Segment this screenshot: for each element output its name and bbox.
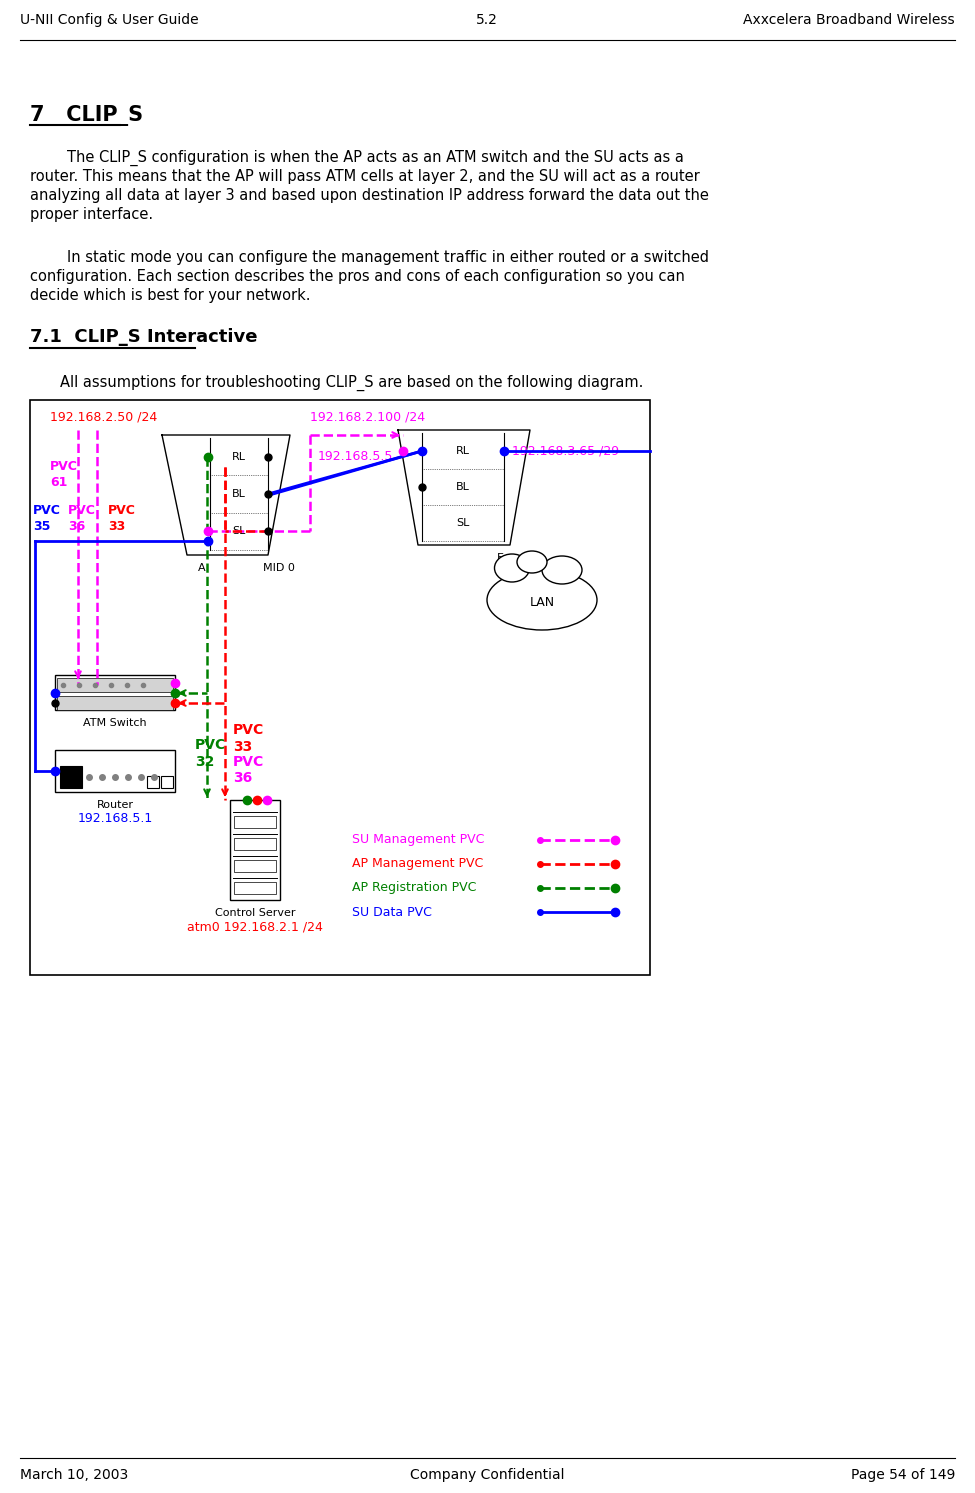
Ellipse shape xyxy=(517,551,547,573)
Bar xyxy=(234,838,276,850)
Text: 5.2: 5.2 xyxy=(476,13,498,27)
Bar xyxy=(234,817,276,829)
Bar xyxy=(161,776,173,788)
Bar xyxy=(55,749,175,791)
Ellipse shape xyxy=(542,555,582,584)
Text: PVC: PVC xyxy=(233,755,264,769)
Text: 33: 33 xyxy=(108,520,125,533)
Bar xyxy=(234,860,276,872)
Text: PVC: PVC xyxy=(195,738,226,752)
Ellipse shape xyxy=(494,554,529,582)
Text: RL: RL xyxy=(232,452,246,461)
Text: 32: 32 xyxy=(195,755,214,769)
Text: 192.168.5.1: 192.168.5.1 xyxy=(77,812,153,826)
Text: Page 54 of 149: Page 54 of 149 xyxy=(850,1468,955,1483)
Text: AP Registration PVC: AP Registration PVC xyxy=(352,881,477,894)
Text: SU Management PVC: SU Management PVC xyxy=(352,833,485,847)
Text: 33: 33 xyxy=(233,741,253,754)
Text: LAN: LAN xyxy=(529,597,555,609)
Text: The CLIP_S configuration is when the AP acts as an ATM switch and the SU acts as: The CLIP_S configuration is when the AP … xyxy=(30,149,683,166)
Text: PVC: PVC xyxy=(33,503,60,517)
Text: Axxcelera Broadband Wireless: Axxcelera Broadband Wireless xyxy=(743,13,955,27)
Bar xyxy=(57,696,173,711)
Text: configuration. Each section describes the pros and cons of each configuration so: configuration. Each section describes th… xyxy=(30,269,684,284)
Text: router. This means that the AP will pass ATM cells at layer 2, and the SU will a: router. This means that the AP will pass… xyxy=(30,169,700,184)
Text: AP Management PVC: AP Management PVC xyxy=(352,857,484,870)
Text: SL: SL xyxy=(232,527,246,536)
Text: 192.168.2.100 /24: 192.168.2.100 /24 xyxy=(310,411,425,423)
Bar xyxy=(230,800,280,900)
Text: BL: BL xyxy=(232,490,246,499)
Text: PVC: PVC xyxy=(233,723,264,738)
Text: PVC: PVC xyxy=(108,503,136,517)
Text: 7.1  CLIP_S Interactive: 7.1 CLIP_S Interactive xyxy=(30,328,257,346)
Bar xyxy=(57,678,173,691)
Text: Control Server: Control Server xyxy=(214,908,295,918)
Text: 192.168.3.65 /29: 192.168.3.65 /29 xyxy=(512,445,619,457)
Text: 7   CLIP_S: 7 CLIP_S xyxy=(30,105,143,125)
Text: 35: 35 xyxy=(33,520,51,533)
Text: U-NII Config & User Guide: U-NII Config & User Guide xyxy=(20,13,199,27)
Text: PVC: PVC xyxy=(68,503,96,517)
Text: RL: RL xyxy=(456,446,470,455)
Text: 192.168.2.50 /24: 192.168.2.50 /24 xyxy=(50,411,157,423)
Text: 36: 36 xyxy=(68,520,85,533)
Text: BL: BL xyxy=(456,482,470,493)
Text: PVC: PVC xyxy=(50,460,78,473)
Text: SU Data PVC: SU Data PVC xyxy=(352,905,432,918)
Text: All assumptions for troubleshooting CLIP_S are based on the following diagram.: All assumptions for troubleshooting CLIP… xyxy=(60,375,644,391)
Text: Company Confidential: Company Confidential xyxy=(410,1468,565,1483)
Text: A: A xyxy=(198,563,206,573)
Text: 36: 36 xyxy=(233,770,253,785)
Text: E: E xyxy=(496,552,503,563)
Text: SL: SL xyxy=(456,518,470,529)
Bar xyxy=(55,675,175,711)
Text: analyzing all data at layer 3 and based upon destination IP address forward the : analyzing all data at layer 3 and based … xyxy=(30,188,709,203)
Bar xyxy=(30,400,650,975)
Text: proper interface.: proper interface. xyxy=(30,208,153,222)
Bar xyxy=(60,766,82,788)
Text: 61: 61 xyxy=(50,475,67,488)
Text: atm0 192.168.2.1 /24: atm0 192.168.2.1 /24 xyxy=(187,920,323,933)
Text: 192.168.5.5: 192.168.5.5 xyxy=(318,451,393,463)
Ellipse shape xyxy=(487,570,597,630)
Text: ATM Switch: ATM Switch xyxy=(83,718,147,729)
Bar xyxy=(147,776,159,788)
Text: Router: Router xyxy=(97,800,134,811)
Text: MID 0: MID 0 xyxy=(263,563,294,573)
Text: In static mode you can configure the management traffic in either routed or a sw: In static mode you can configure the man… xyxy=(30,249,709,264)
Text: decide which is best for your network.: decide which is best for your network. xyxy=(30,288,310,303)
Text: March 10, 2003: March 10, 2003 xyxy=(20,1468,129,1483)
Bar xyxy=(234,882,276,894)
